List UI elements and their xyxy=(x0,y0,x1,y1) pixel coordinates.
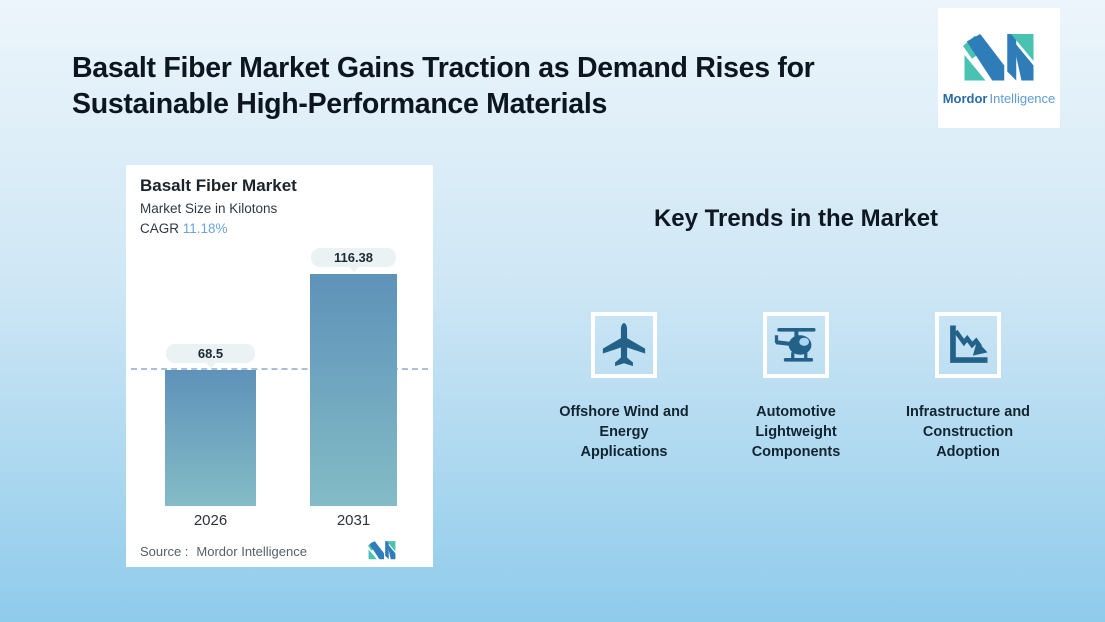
logo-brand-name: Mordor xyxy=(942,90,988,106)
callout-arrow xyxy=(204,361,217,368)
chart-subtitle: Market Size in Kilotons xyxy=(140,201,278,216)
value-label-2031: 116.38 xyxy=(333,250,374,266)
page-title: Basalt Fiber Market Gains Traction as De… xyxy=(72,50,912,122)
trend-item-automotive: Automotive Lightweight Components xyxy=(712,312,880,462)
mordor-intelligence-logo: Mordor Intelligence xyxy=(938,8,1060,128)
source-value: Mordor Intelligence xyxy=(196,544,307,559)
chart-cagr: CAGR 11.18% xyxy=(140,221,228,236)
reference-line xyxy=(131,367,428,370)
page-title-line-1: Basalt Fiber Market Gains Traction as De… xyxy=(72,52,815,84)
bar-2026 xyxy=(165,369,256,506)
cagr-value: 11.18% xyxy=(182,221,228,236)
trend-item-infrastructure: Infrastructure and Construction Adoption xyxy=(884,312,1052,462)
x-axis-label-2031: 2031 xyxy=(336,512,371,529)
bar-column-2031: 116.38 xyxy=(310,243,397,506)
market-chart-card: Basalt Fiber Market Market Size in Kilot… xyxy=(126,165,433,567)
value-callout-2031: 116.38 xyxy=(311,248,396,273)
trend-label: Offshore Wind and Energy Applications xyxy=(559,404,689,460)
key-trends-heading: Key Trends in the Market xyxy=(653,205,939,232)
airplane-icon xyxy=(591,312,657,378)
logo-wordmark: Mordor Intelligence xyxy=(943,91,1056,106)
declining-chart-icon xyxy=(935,312,1001,378)
helicopter-icon xyxy=(763,312,829,378)
trend-item-offshore-wind: Offshore Wind and Energy Applications xyxy=(540,312,708,462)
cagr-label: CAGR xyxy=(140,221,180,236)
x-axis-label-2026: 2026 xyxy=(193,512,228,529)
trend-items: Offshore Wind and Energy Applications xyxy=(540,312,1052,462)
trend-label: Infrastructure and Construction Adoption xyxy=(905,404,1031,460)
chart-source: Source : Mordor Intelligence xyxy=(140,544,307,559)
value-callout-2026: 68.5 xyxy=(166,343,255,368)
chart-title: Basalt Fiber Market xyxy=(140,176,297,195)
value-label-2026: 68.5 xyxy=(197,345,224,361)
callout-arrow xyxy=(347,266,360,273)
bar-2031 xyxy=(310,274,397,506)
trend-label: Automotive Lightweight Components xyxy=(751,404,841,460)
bar-chart: 68.5 116.38 xyxy=(131,243,428,506)
page-title-line-2: Sustainable High-Performance Materials xyxy=(72,88,608,120)
source-label: Source : xyxy=(140,544,189,559)
logo-brand-suffix: Intelligence xyxy=(989,90,1056,106)
mordor-logo-mark-small-icon xyxy=(368,541,396,560)
mordor-logo-mark-icon xyxy=(963,33,1034,80)
bar-column-2026: 68.5 xyxy=(165,243,256,506)
